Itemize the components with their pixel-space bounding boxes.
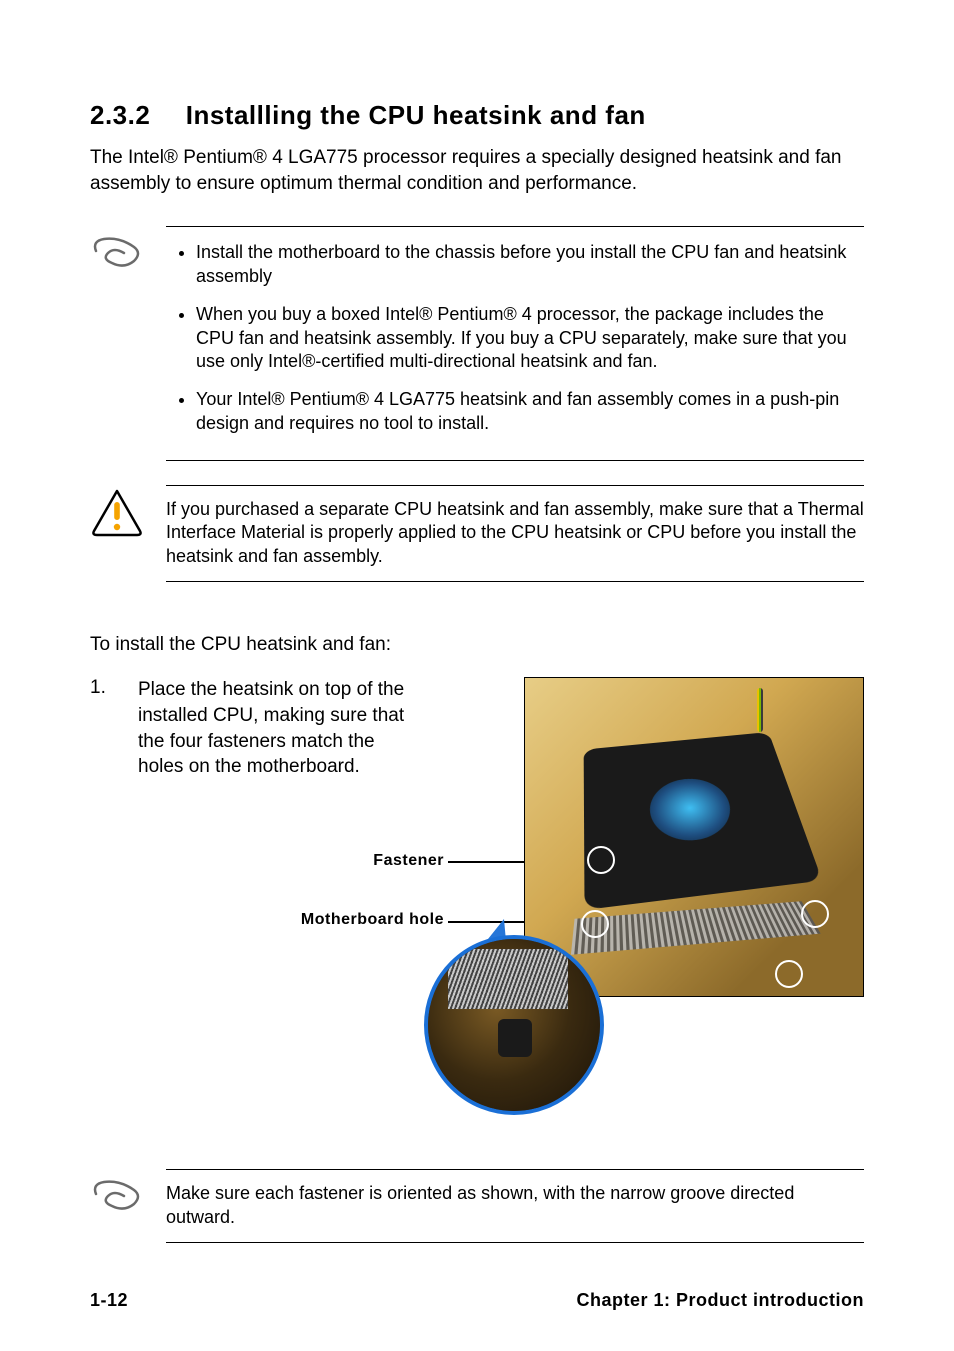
detail-heatsink-fins bbox=[448, 949, 568, 1009]
section-heading: 2.3.2 Installling the CPU heatsink and f… bbox=[90, 100, 864, 131]
chapter-title: Chapter 1: Product introduction bbox=[577, 1290, 865, 1311]
info-note-body: Make sure each fastener is oriented as s… bbox=[166, 1169, 864, 1243]
fan-hub bbox=[647, 776, 738, 845]
paperclip-note-icon bbox=[90, 1169, 144, 1223]
page-number: 1-12 bbox=[90, 1290, 128, 1311]
info-text: Make sure each fastener is oriented as s… bbox=[166, 1182, 864, 1230]
info-bullet: When you buy a boxed Intel® Pentium® 4 p… bbox=[196, 303, 864, 374]
detail-pushpin bbox=[498, 1019, 532, 1057]
section-title: Installling the CPU heatsink and fan bbox=[186, 100, 646, 130]
callout-motherboard-hole-label: Motherboard hole bbox=[254, 911, 444, 929]
page-footer: 1-12 Chapter 1: Product introduction bbox=[90, 1290, 864, 1311]
info-note-1: Install the motherboard to the chassis b… bbox=[90, 226, 864, 460]
warning-note: If you purchased a separate CPU heatsink… bbox=[90, 485, 864, 582]
info-bullet: Your Intel® Pentium® 4 LGA775 heatsink a… bbox=[196, 388, 864, 436]
info-bullet: Install the motherboard to the chassis b… bbox=[196, 241, 864, 289]
page: 2.3.2 Installling the CPU heatsink and f… bbox=[0, 0, 954, 1351]
info-note-body: Install the motherboard to the chassis b… bbox=[166, 226, 864, 460]
figure-column: Fastener Motherboard hole bbox=[438, 677, 864, 1109]
section-number: 2.3.2 bbox=[90, 100, 178, 131]
paperclip-note-icon bbox=[90, 226, 144, 280]
warning-triangle-icon bbox=[90, 485, 144, 539]
warning-text: If you purchased a separate CPU heatsink… bbox=[166, 498, 864, 569]
detail-zoom-circle bbox=[424, 935, 604, 1115]
lead-in-paragraph: To install the CPU heatsink and fan: bbox=[90, 632, 864, 658]
heatsink-figure: Fastener Motherboard hole bbox=[514, 677, 864, 1109]
info-bullet-list: Install the motherboard to the chassis b… bbox=[166, 241, 864, 435]
step-text: Place the heatsink on top of the install… bbox=[138, 677, 418, 780]
step-number: 1. bbox=[90, 677, 118, 699]
callout-fastener-label: Fastener bbox=[324, 852, 444, 870]
intro-paragraph: The Intel® Pentium® 4 LGA775 processor r… bbox=[90, 145, 864, 196]
step-1-row: 1. Place the heatsink on top of the inst… bbox=[90, 677, 864, 1109]
fan-wires bbox=[757, 688, 763, 732]
info-note-2: Make sure each fastener is oriented as s… bbox=[90, 1169, 864, 1243]
warning-note-body: If you purchased a separate CPU heatsink… bbox=[166, 485, 864, 582]
